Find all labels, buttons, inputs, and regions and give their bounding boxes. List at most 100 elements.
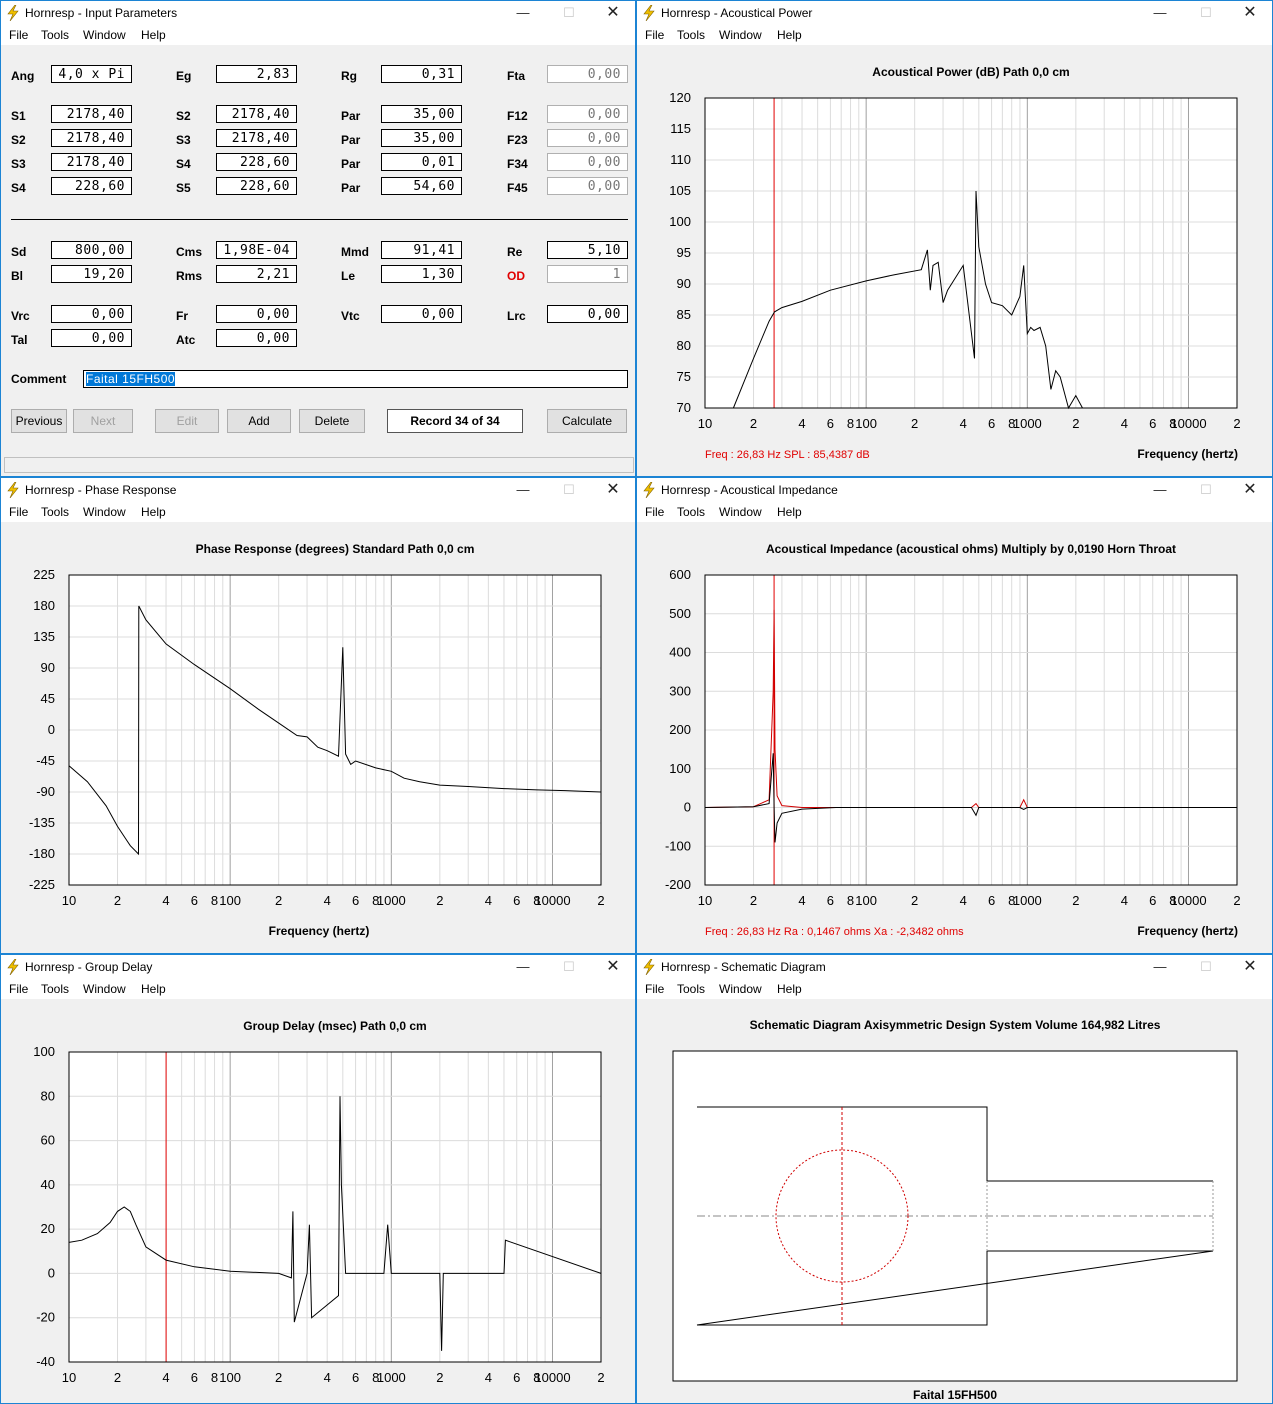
menu-file[interactable]: File — [645, 982, 665, 996]
field-input-mmd[interactable]: 91,41 — [381, 241, 462, 259]
add-button[interactable]: Add — [227, 409, 291, 433]
field-input-cms[interactable]: 1,98E-04 — [216, 241, 297, 259]
chart-title: Group Delay (msec) Path 0,0 cm — [243, 1019, 426, 1033]
edit-button[interactable]: Edit — [155, 409, 219, 433]
comment-input[interactable]: Faital 15FH500 — [83, 370, 628, 388]
title-bar[interactable]: Hornresp - Acoustical Impedance — ☐ ✕ — [637, 478, 1272, 502]
menu-file[interactable]: File — [9, 28, 29, 42]
field-input-par[interactable]: 35,00 — [381, 129, 462, 147]
title-bar[interactable]: Hornresp - Schematic Diagram — ☐ ✕ — [637, 955, 1272, 979]
field-input-f12[interactable]: 0,00 — [547, 105, 628, 123]
field-input-f34[interactable]: 0,00 — [547, 153, 628, 171]
acoustical-power-chart[interactable]: Acoustical Power (dB) Path 0,0 cm 120 115 1… — [637, 45, 1272, 477]
menu-window[interactable]: Window — [83, 28, 126, 42]
field-label-s5: S5 — [176, 181, 191, 195]
field-input-s5[interactable]: 228,60 — [216, 177, 297, 195]
menu-help[interactable]: Help — [777, 28, 802, 42]
field-input-od[interactable]: 1 — [547, 265, 628, 283]
field-input-lrc[interactable]: 0,00 — [547, 305, 628, 323]
menu-window[interactable]: Window — [83, 505, 126, 519]
maximize-button[interactable]: ☐ — [563, 959, 575, 974]
field-input-s4[interactable]: 228,60 — [51, 177, 132, 195]
menu-window[interactable]: Window — [719, 505, 762, 519]
acoustical-impedance-chart[interactable]: Acoustical Impedance (acoustical ohms) M… — [637, 522, 1272, 954]
menu-help[interactable]: Help — [777, 505, 802, 519]
close-button[interactable]: ✕ — [606, 958, 620, 975]
field-input-sd[interactable]: 800,00 — [51, 241, 132, 259]
title-bar[interactable]: Hornresp - Acoustical Power — ☐ ✕ — [637, 1, 1272, 25]
close-button[interactable]: ✕ — [606, 4, 620, 21]
field-input-rg[interactable]: 0,31 — [381, 65, 462, 83]
title-bar[interactable]: Hornresp - Group Delay — ☐ ✕ — [1, 955, 635, 979]
title-bar[interactable]: Hornresp - Input Parameters — ☐ ✕ — [1, 1, 635, 25]
field-input-vrc[interactable]: 0,00 — [51, 305, 132, 323]
field-input-fr[interactable]: 0,00 — [216, 305, 297, 323]
menu-help[interactable]: Help — [141, 28, 166, 42]
menu-window[interactable]: Window — [719, 28, 762, 42]
field-input-f23[interactable]: 0,00 — [547, 129, 628, 147]
close-button[interactable]: ✕ — [1243, 4, 1257, 21]
field-input-s3[interactable]: 2178,40 — [51, 153, 132, 171]
field-input-re[interactable]: 5,10 — [547, 241, 628, 259]
field-input-vtc[interactable]: 0,00 — [381, 305, 462, 323]
field-input-tal[interactable]: 0,00 — [51, 329, 132, 347]
menu-bar: File Tools Window Help — [1, 502, 635, 522]
field-input-s1[interactable]: 2178,40 — [51, 105, 132, 123]
field-input-eg[interactable]: 2,83 — [216, 65, 297, 83]
menu-tools[interactable]: Tools — [677, 982, 706, 996]
field-input-s2[interactable]: 2178,40 — [216, 105, 297, 123]
close-button[interactable]: ✕ — [606, 481, 620, 498]
field-input-fta[interactable]: 0,00 — [547, 65, 628, 83]
phase-response-chart[interactable]: Phase Response (degrees) Standard Path 0… — [1, 522, 635, 954]
field-input-par[interactable]: 0,01 — [381, 153, 462, 171]
field-input-le[interactable]: 1,30 — [381, 265, 462, 283]
menu-help[interactable]: Help — [777, 982, 802, 996]
maximize-button[interactable]: ☐ — [1200, 5, 1212, 20]
maximize-button[interactable]: ☐ — [1200, 959, 1212, 974]
close-button[interactable]: ✕ — [1243, 481, 1257, 498]
maximize-button[interactable]: ☐ — [563, 5, 575, 20]
delete-button[interactable]: Delete — [299, 409, 365, 433]
previous-button[interactable]: Previous — [11, 409, 67, 433]
menu-file[interactable]: File — [645, 28, 665, 42]
field-input-s2[interactable]: 2178,40 — [51, 129, 132, 147]
menu-window[interactable]: Window — [83, 982, 126, 996]
field-input-ang[interactable]: 4,0 x Pi — [51, 65, 132, 83]
menu-file[interactable]: File — [645, 505, 665, 519]
menu-tools[interactable]: Tools — [41, 28, 70, 42]
menu-tools[interactable]: Tools — [41, 982, 70, 996]
minimize-button[interactable]: — — [1153, 482, 1167, 497]
menu-window[interactable]: Window — [719, 982, 762, 996]
menu-tools[interactable]: Tools — [677, 505, 706, 519]
field-input-bl[interactable]: 19,20 — [51, 265, 132, 283]
minimize-button[interactable]: — — [1153, 959, 1167, 974]
maximize-button[interactable]: ☐ — [1200, 482, 1212, 497]
title-bar[interactable]: Hornresp - Phase Response — ☐ ✕ — [1, 478, 635, 502]
series-line — [732, 190, 1105, 410]
y-tick-label: -45 — [36, 753, 55, 768]
field-input-f45[interactable]: 0,00 — [547, 177, 628, 195]
minimize-button[interactable]: — — [516, 482, 530, 497]
field-input-par[interactable]: 35,00 — [381, 105, 462, 123]
menu-file[interactable]: File — [9, 505, 29, 519]
menu-file[interactable]: File — [9, 982, 29, 996]
field-input-s3[interactable]: 2178,40 — [216, 129, 297, 147]
field-input-s4[interactable]: 228,60 — [216, 153, 297, 171]
minimize-button[interactable]: — — [516, 959, 530, 974]
menu-help[interactable]: Help — [141, 982, 166, 996]
field-input-atc[interactable]: 0,00 — [216, 329, 297, 347]
close-button[interactable]: ✕ — [1243, 958, 1257, 975]
minimize-button[interactable]: — — [1153, 5, 1167, 20]
minimize-button[interactable]: — — [516, 5, 530, 20]
maximize-button[interactable]: ☐ — [563, 482, 575, 497]
menu-tools[interactable]: Tools — [677, 28, 706, 42]
field-input-rms[interactable]: 2,21 — [216, 265, 297, 283]
next-button[interactable]: Next — [73, 409, 133, 433]
x-tick-label: 8 — [372, 893, 379, 908]
menu-tools[interactable]: Tools — [41, 505, 70, 519]
calculate-button[interactable]: Calculate — [547, 409, 627, 433]
group-delay-chart[interactable]: Group Delay (msec) Path 0,0 cm1008060402… — [1, 999, 635, 1404]
field-input-par[interactable]: 54,60 — [381, 177, 462, 195]
menu-help[interactable]: Help — [141, 505, 166, 519]
x-axis-label: Frequency (hertz) — [1137, 924, 1238, 938]
